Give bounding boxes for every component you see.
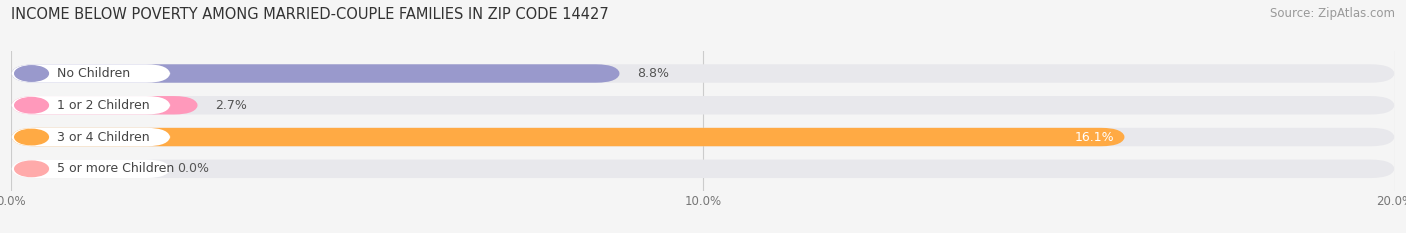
Text: 2.7%: 2.7% [215,99,247,112]
Text: 0.0%: 0.0% [177,162,209,175]
FancyBboxPatch shape [11,64,170,83]
FancyBboxPatch shape [11,160,170,178]
FancyBboxPatch shape [11,160,1395,178]
Text: 5 or more Children: 5 or more Children [58,162,174,175]
FancyBboxPatch shape [11,96,1395,114]
FancyBboxPatch shape [11,96,198,114]
Text: 1 or 2 Children: 1 or 2 Children [58,99,150,112]
FancyBboxPatch shape [11,64,620,83]
Circle shape [14,98,48,113]
FancyBboxPatch shape [11,128,1125,146]
Text: INCOME BELOW POVERTY AMONG MARRIED-COUPLE FAMILIES IN ZIP CODE 14427: INCOME BELOW POVERTY AMONG MARRIED-COUPL… [11,7,609,22]
Text: 16.1%: 16.1% [1076,130,1115,144]
Circle shape [14,66,48,81]
Circle shape [14,129,48,145]
FancyBboxPatch shape [11,96,170,114]
Text: 3 or 4 Children: 3 or 4 Children [58,130,150,144]
Text: Source: ZipAtlas.com: Source: ZipAtlas.com [1270,7,1395,20]
FancyBboxPatch shape [11,64,1395,83]
Text: 8.8%: 8.8% [637,67,669,80]
FancyBboxPatch shape [11,128,170,146]
FancyBboxPatch shape [11,128,1395,146]
Text: No Children: No Children [58,67,131,80]
Circle shape [14,161,48,177]
